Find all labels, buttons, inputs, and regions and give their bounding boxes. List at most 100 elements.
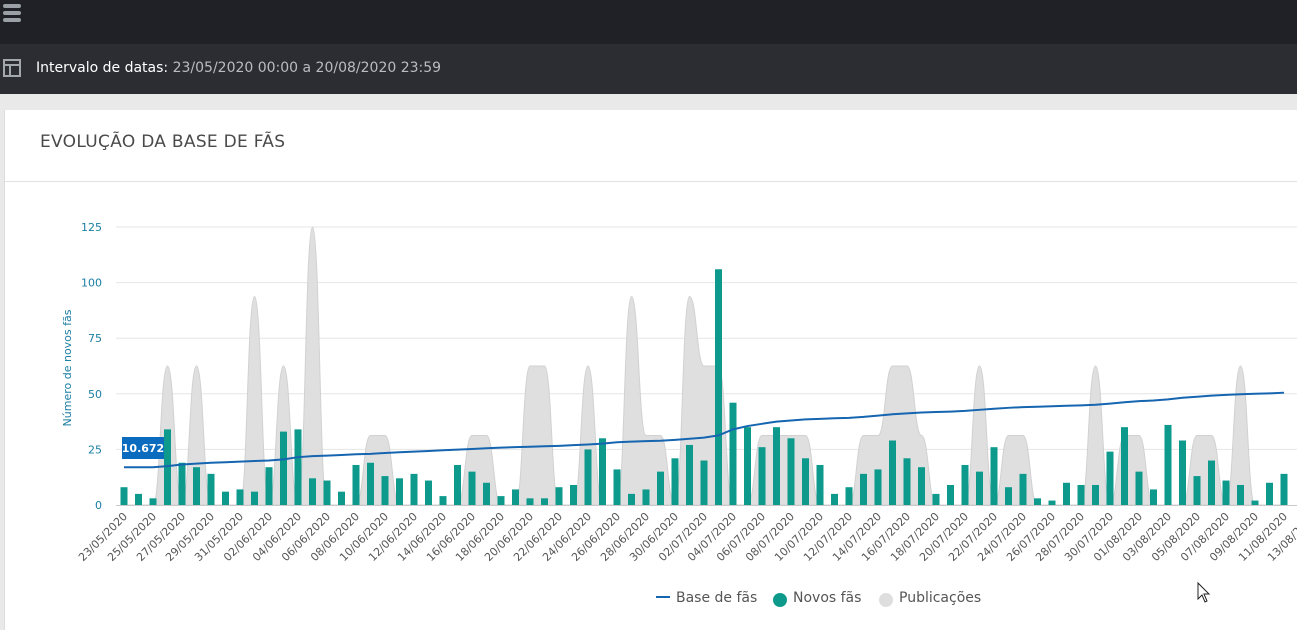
novos-fas-bar — [671, 458, 679, 505]
novos-fas-bar — [352, 464, 360, 505]
novos-fas-bar — [207, 473, 215, 505]
panel-title: EVOLUÇÃO DA BASE DE FÃS — [40, 132, 286, 152]
novos-fas-bar — [570, 484, 577, 505]
novos-fas-bar — [483, 482, 490, 505]
novos-fas-bar — [120, 487, 128, 505]
legend-novos-fas-label: Novos fãs — [793, 590, 861, 606]
novos-fas-bar — [947, 484, 954, 505]
date-range-separator: : — [163, 60, 173, 76]
novos-fas-bar — [555, 487, 563, 505]
novos-fas-bar — [468, 471, 476, 505]
novos-fas-bar — [787, 438, 795, 505]
novos-fas-bar — [193, 467, 200, 505]
filter-bar — [0, 44, 1297, 94]
novos-fas-bar — [918, 467, 925, 505]
novos-fas-bar — [1092, 484, 1099, 505]
novos-fas-bar — [613, 469, 621, 505]
novos-fas-bar — [990, 447, 998, 505]
novos-fas-bar — [1237, 484, 1244, 505]
novos-fas-bar — [1077, 484, 1085, 505]
novos-fas-bar — [889, 440, 896, 505]
y-tick-label: 100 — [81, 277, 102, 290]
novos-fas-bar — [1164, 424, 1172, 505]
novos-fas-bar — [265, 467, 273, 505]
y-tick-label: 75 — [88, 332, 102, 345]
novos-fas-bar — [1106, 451, 1114, 505]
novos-fas-bar — [512, 489, 519, 505]
novos-fas-bar — [1150, 489, 1157, 505]
top-bar — [0, 0, 1297, 44]
mouse-cursor-icon — [1197, 581, 1211, 603]
novos-fas-bar — [686, 444, 693, 505]
panel-header: EVOLUÇÃO DA BASE DE FÃS — [5, 110, 1297, 182]
novos-fas-bar — [1048, 500, 1056, 505]
novos-fas-bar — [744, 427, 751, 505]
novos-fas-bar — [976, 471, 983, 505]
base-de-fas-data-label-box — [122, 437, 164, 459]
novos-fas-bar — [135, 493, 142, 505]
novos-fas-bar — [700, 460, 708, 505]
novos-fas-bar — [628, 493, 635, 505]
date-range[interactable]: Intervalo de datas: 23/05/2020 00:00 a 2… — [36, 60, 441, 76]
novos-fas-bar — [280, 431, 287, 505]
novos-fas-bar — [802, 458, 809, 505]
legend-publicacoes-swatch — [879, 593, 893, 607]
novos-fas-bar — [773, 427, 780, 505]
novos-fas-bar — [164, 429, 171, 505]
legend-base-de-fas-label: Base de fãs — [676, 590, 757, 606]
novos-fas-bar — [367, 462, 374, 505]
y-tick-label: 50 — [88, 388, 102, 401]
novos-fas-bar — [932, 493, 940, 505]
novos-fas-bar — [1005, 487, 1012, 505]
novos-fas-bar — [396, 478, 403, 505]
novos-fas-bar — [497, 496, 505, 505]
novos-fas-bar — [454, 464, 461, 505]
y-axis-title: Número de novos fãs — [61, 309, 74, 426]
novos-fas-bar — [845, 487, 853, 505]
novos-fas-bar — [1135, 471, 1143, 505]
y-tick-label: 25 — [88, 443, 102, 456]
novos-fas-bar — [816, 464, 824, 505]
novos-fas-bar — [251, 491, 258, 505]
novos-fas-bar — [1034, 498, 1041, 505]
date-range-label: Intervalo de datas — [36, 60, 164, 76]
novos-fas-bar — [439, 496, 447, 505]
legend-publicacoes-label: Publicações — [899, 590, 981, 606]
novos-fas-bar — [178, 462, 186, 505]
layout-panel-icon[interactable] — [3, 59, 21, 77]
novos-fas-bar — [526, 498, 534, 505]
novos-fas-bar — [657, 471, 664, 505]
novos-fas-bar — [425, 480, 432, 505]
novos-fas-bar — [1019, 473, 1027, 505]
y-tick-label: 0 — [95, 499, 102, 512]
novos-fas-bar — [410, 473, 418, 505]
fan-base-panel: EVOLUÇÃO DA BASE DE FÃS — [4, 110, 1297, 630]
novos-fas-bar — [338, 491, 345, 505]
novos-fas-bar — [1193, 476, 1201, 505]
base-de-fas-line — [124, 391, 1285, 469]
novos-fas-bar — [1179, 440, 1186, 505]
novos-fas-bar — [149, 498, 157, 505]
novos-fas-bar — [541, 498, 548, 505]
novos-fas-bar — [715, 269, 722, 505]
novos-fas-bar — [599, 438, 606, 505]
novos-fas-bar — [1208, 460, 1215, 505]
hamburger-menu-icon[interactable] — [3, 4, 21, 24]
novos-fas-bar — [729, 402, 737, 505]
novos-fas-bar — [323, 480, 331, 505]
novos-fas-bar — [294, 429, 302, 505]
novos-fas-bar — [642, 489, 650, 505]
novos-fas-bar — [831, 493, 838, 505]
novos-fas-bar — [309, 478, 316, 505]
novos-fas-bar — [903, 458, 911, 505]
novos-fas-bar — [222, 491, 229, 505]
novos-fas-bar — [236, 489, 244, 505]
novos-fas-bar — [1121, 427, 1128, 505]
novos-fas-bar — [584, 449, 592, 505]
base-de-fas-data-label: 10.672 — [122, 442, 164, 455]
date-range-value: 23/05/2020 00:00 a 20/08/2020 23:59 — [172, 60, 442, 76]
novos-fas-bar — [1251, 500, 1259, 505]
novos-fas-bar — [874, 469, 882, 505]
novos-fas-bar — [758, 447, 766, 505]
